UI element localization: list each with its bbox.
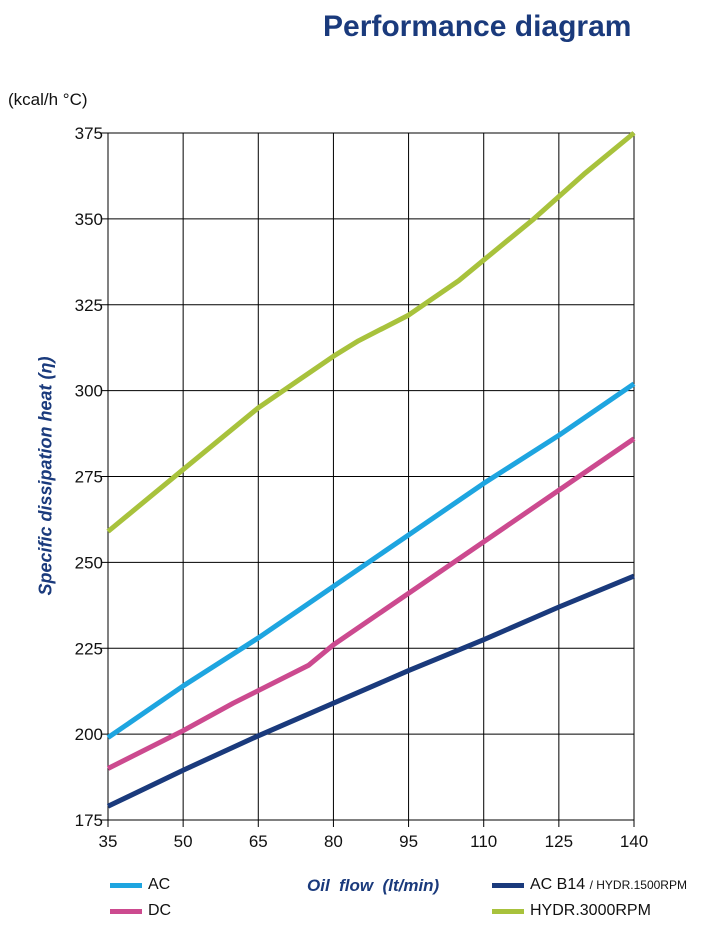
x-tick-label: 140 [620,832,648,851]
series-line-dc [106,436,636,771]
legend-swatch-dc [110,908,142,914]
y-tick-label: 325 [75,296,103,315]
chart-title: Performance diagram [323,10,632,43]
legend-label-ac: AC [148,876,171,893]
x-tick-label: 125 [545,832,573,851]
y-tick-label: 375 [75,124,103,143]
x-axis-label: Oil flow (lt/min) [307,876,440,895]
legend-label-ac-b14-main: AC B14 [530,876,586,893]
y-axis-unit-label: (kcal/h °C) [8,90,88,109]
x-tick-label: 95 [399,832,418,851]
x-tick-label: 110 [470,832,497,851]
legend-label-ac-b14-extra: / HYDR.1500RPM [589,878,687,892]
legend-swatch-ac-b14 [492,882,524,888]
legend-label-hydr3000: HYDR.3000RPM [530,902,651,919]
y-tick-label: 275 [75,468,103,487]
series-line-ac [106,381,636,740]
x-tick-label: 65 [249,832,268,851]
y-tick-label: 200 [75,725,103,744]
series-line-ac-b14 [106,573,635,809]
x-tick-label: 50 [174,832,193,851]
series-line-hydr-3000rpm [106,131,636,534]
legend-item-dc: DC [110,902,171,920]
y-tick-label: 250 [75,553,103,572]
x-tick-label: 80 [324,832,343,851]
y-tick-label: 225 [75,639,103,658]
y-tick-label: 300 [75,382,103,401]
x-tick-label: 35 [99,832,118,851]
legend-label-dc: DC [148,902,172,919]
legend-label-ac-b14: AC B14 / HYDR.1500RPM [530,876,687,894]
y-tick-label: 350 [75,210,103,229]
legend-swatch-hydr3000 [492,908,524,914]
legend-item-ac-b14: AC B14 / HYDR.1500RPM [492,876,687,894]
legend-swatch-ac [110,882,142,888]
legend-item-hydr3000: HYDR.3000RPM [492,902,651,920]
legend-item-ac: AC [110,876,170,894]
y-tick-label: 175 [75,811,103,830]
